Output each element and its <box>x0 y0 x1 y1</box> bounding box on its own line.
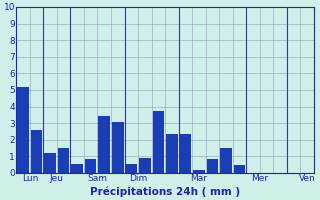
Bar <box>85 159 96 173</box>
Bar <box>193 170 204 173</box>
Bar <box>44 153 56 173</box>
Bar <box>17 87 29 173</box>
X-axis label: Précipitations 24h ( mm ): Précipitations 24h ( mm ) <box>90 186 240 197</box>
Bar <box>31 130 42 173</box>
Bar <box>112 122 124 173</box>
Bar <box>99 116 110 173</box>
Bar <box>125 164 137 173</box>
Bar <box>180 134 191 173</box>
Bar <box>220 148 232 173</box>
Bar <box>207 159 218 173</box>
Bar <box>234 165 245 173</box>
Bar <box>139 158 150 173</box>
Bar <box>166 134 178 173</box>
Bar <box>71 164 83 173</box>
Bar <box>58 148 69 173</box>
Bar <box>153 111 164 173</box>
